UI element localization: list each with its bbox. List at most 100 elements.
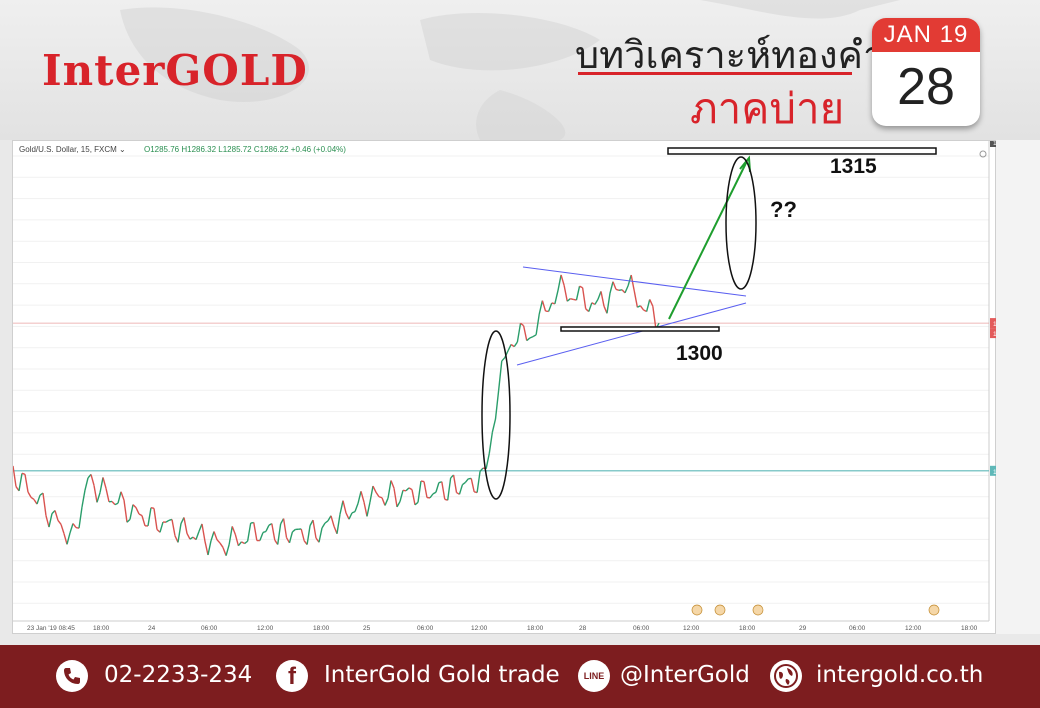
price-candle <box>384 498 389 506</box>
price-candle <box>57 520 62 525</box>
price-candle <box>321 522 326 529</box>
price-candle <box>529 335 534 339</box>
price-candle <box>132 504 137 509</box>
price-chart[interactable]: Gold/U.S. Dollar, 15, FXCM ⌄ O1285.76 H1… <box>12 140 997 635</box>
price-candle <box>234 534 240 546</box>
page-title: บทวิเคราะห์ทองคำ <box>575 33 885 77</box>
level-1300-box <box>560 326 720 332</box>
price-candle <box>66 532 71 545</box>
price-candle <box>241 541 245 545</box>
website-link[interactable]: intergold.co.th <box>816 662 984 688</box>
price-candle <box>306 525 311 545</box>
price-candle <box>18 473 23 491</box>
price-candle <box>183 517 188 534</box>
time-tick-label: 28 <box>579 625 587 632</box>
time-tick-label: 12:00 <box>257 625 274 632</box>
price-candle <box>366 501 371 517</box>
price-candle <box>231 526 236 535</box>
price-candle <box>522 325 528 341</box>
price-candle <box>318 527 323 543</box>
price-candle <box>497 360 503 391</box>
price-candle <box>222 547 227 556</box>
price-candle <box>547 302 553 312</box>
price-candle <box>652 306 657 330</box>
time-tick-label: 12:00 <box>471 625 488 632</box>
price-candle <box>195 531 200 540</box>
price-candle <box>579 285 583 289</box>
price-candle <box>612 281 617 290</box>
price-candle <box>378 496 383 499</box>
price-candle <box>42 492 47 516</box>
chart-info: Gold/U.S. Dollar, 15, FXCM ⌄ O1285.76 H1… <box>19 145 346 154</box>
economic-event-icon[interactable] <box>691 604 703 616</box>
price-candle <box>324 520 329 524</box>
price-candle <box>210 531 215 541</box>
price-candle <box>573 298 577 301</box>
price-candle <box>575 286 581 301</box>
price-candle <box>566 298 571 302</box>
price-candle <box>557 274 562 291</box>
price-candle <box>78 506 83 529</box>
price-candle <box>225 544 230 556</box>
price-candle <box>123 499 128 523</box>
time-tick-label: 23 Jan '19 08:45 <box>27 625 75 632</box>
price-candle <box>399 490 404 502</box>
price-candle <box>618 289 623 292</box>
symbol-label: Gold/U.S. Dollar, 15, FXCM <box>19 145 117 154</box>
price-candle <box>615 288 620 292</box>
time-tick-label: 29 <box>799 625 807 632</box>
time-tick-label: 18:00 <box>93 625 110 632</box>
price-candle <box>624 285 629 294</box>
footer: 02-2233-234 f InterGold Gold trade LINE … <box>0 645 1040 708</box>
price-candle <box>363 501 368 517</box>
price-candle <box>520 322 525 327</box>
price-candle <box>649 299 654 307</box>
settings-gear-icon[interactable] <box>979 150 987 158</box>
price-candle <box>447 477 452 501</box>
price-candle <box>491 418 497 433</box>
price-candle <box>375 491 380 498</box>
phone-number[interactable]: 02-2233-234 <box>104 662 253 688</box>
price-candle <box>429 493 434 499</box>
price-candle <box>560 274 565 286</box>
price-candle <box>129 504 134 520</box>
price-candle <box>291 528 296 533</box>
price-candle <box>563 285 568 302</box>
current-time-tag: 12:28 <box>993 331 997 338</box>
price-candle <box>423 481 428 498</box>
world-map-background <box>120 0 900 140</box>
price-candle <box>396 501 401 508</box>
price-candle <box>501 357 506 362</box>
chart-canvas[interactable]: 1316.001314.001312.001310.001308.001306.… <box>13 141 997 635</box>
price-candle <box>72 523 77 529</box>
price-candle <box>405 487 410 492</box>
header: InterGOLD บทวิเคราะห์ทองคำ ภาคบ่าย JAN 1… <box>0 0 1040 140</box>
price-candle <box>354 503 359 512</box>
price-candle <box>330 515 335 527</box>
line-id[interactable]: @InterGold <box>620 662 750 688</box>
price-candle <box>253 522 258 541</box>
price-candle <box>342 500 347 514</box>
economic-event-icon[interactable] <box>928 604 940 616</box>
price-candle <box>411 489 416 506</box>
economic-event-icon[interactable] <box>714 604 726 616</box>
price-candle <box>81 490 86 508</box>
price-candle <box>507 344 512 352</box>
right-margin <box>996 140 1040 634</box>
facebook-page[interactable]: InterGold Gold trade <box>324 662 560 688</box>
symbol-dropdown-icon[interactable]: ⌄ <box>116 145 126 154</box>
economic-event-icon[interactable] <box>752 604 764 616</box>
calendar-month: JAN 19 <box>872 18 980 52</box>
calendar-icon: JAN 19 28 <box>872 18 980 126</box>
price-candle <box>150 506 155 510</box>
price-candle <box>532 334 537 338</box>
price-candle <box>60 524 65 534</box>
time-tick-label: 24 <box>148 625 156 632</box>
price-candle <box>513 341 518 348</box>
target-ellipse <box>725 156 757 290</box>
price-candle <box>327 515 332 522</box>
session-label: ภาคบ่าย <box>690 84 845 133</box>
price-candle <box>464 478 469 483</box>
triangle-upper-line <box>522 266 747 297</box>
price-candle <box>24 474 29 493</box>
